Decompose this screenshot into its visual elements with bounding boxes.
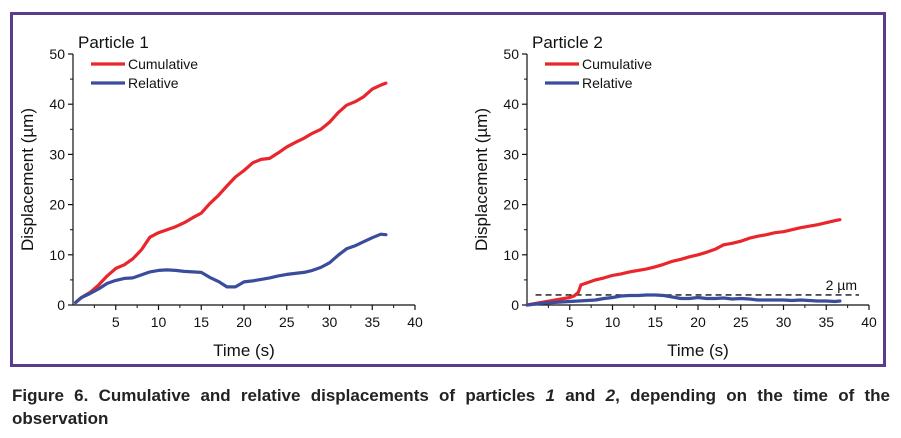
- y-tick-label: 40: [49, 96, 65, 112]
- x-tick-label: 15: [647, 314, 663, 330]
- x-tick-label: 15: [193, 314, 209, 330]
- chart-1: 0 10 20 30 40 50 5 10 15 20 25 30 35 40 Time (s) Displa…: [18, 33, 423, 360]
- x-tick-label: 10: [151, 314, 167, 330]
- legend-label-relative: Relative: [128, 75, 179, 91]
- x-tick-label: 10: [605, 314, 621, 330]
- y-tick-label: 10: [503, 247, 519, 263]
- x-tick-label: 20: [690, 314, 706, 330]
- caption-prefix: Figure 6. Cumulative and relative displa…: [12, 386, 546, 405]
- series-line-relative: [525, 293, 842, 307]
- x-tick-label: 5: [566, 314, 574, 330]
- caption-and: and: [554, 386, 606, 405]
- legend-label-relative: Relative: [582, 75, 633, 91]
- chart-title: Particle 2: [532, 33, 603, 52]
- x-tick-label: 30: [322, 314, 338, 330]
- legend-label-cumulative: Cumulative: [582, 56, 652, 72]
- x-tick-label: 30: [776, 314, 792, 330]
- x-tick-label: 25: [279, 314, 295, 330]
- reference-label: 2 µm: [826, 277, 857, 293]
- x-tick-label: 25: [733, 314, 749, 330]
- y-axis-label: Displacement (µm): [18, 108, 37, 251]
- x-axis-label: Time (s): [667, 341, 729, 360]
- x-tick-label: 20: [236, 314, 252, 330]
- y-tick-label: 40: [503, 96, 519, 112]
- figure-frame: [10, 12, 886, 367]
- chart-title: Particle 1: [78, 33, 149, 52]
- y-tick-label: 0: [511, 297, 519, 313]
- legend-label-cumulative: Cumulative: [128, 56, 198, 72]
- figure-caption: Figure 6. Cumulative and relative displa…: [12, 384, 890, 430]
- x-tick-label: 35: [364, 314, 380, 330]
- series-line-relative: [73, 232, 388, 305]
- y-axis-label: Displacement (µm): [472, 108, 491, 251]
- y-tick-label: 10: [49, 247, 65, 263]
- y-tick-label: 50: [503, 46, 519, 62]
- y-tick-label: 20: [503, 197, 519, 213]
- y-tick-label: 30: [49, 146, 65, 162]
- series-line-cumulative: [73, 81, 388, 305]
- y-tick-label: 0: [57, 297, 65, 313]
- x-axis-label: Time (s): [213, 341, 275, 360]
- x-tick-label: 40: [407, 314, 423, 330]
- series-line-cumulative: [525, 218, 842, 307]
- y-tick-label: 50: [49, 46, 65, 62]
- chart-2: 0 10 20 30 40 50 5 10 15 20 25 30 35 40 Time (s) Displa…: [472, 33, 877, 360]
- x-tick-label: 5: [112, 314, 120, 330]
- caption-suffix: , depending on the time of the observati…: [12, 386, 890, 428]
- x-tick-label: 35: [818, 314, 834, 330]
- x-tick-label: 40: [861, 314, 877, 330]
- caption-particle-2: 2: [605, 386, 616, 405]
- caption-particle-1: 1: [545, 386, 555, 405]
- y-tick-label: 30: [503, 146, 519, 162]
- y-tick-label: 20: [49, 197, 65, 213]
